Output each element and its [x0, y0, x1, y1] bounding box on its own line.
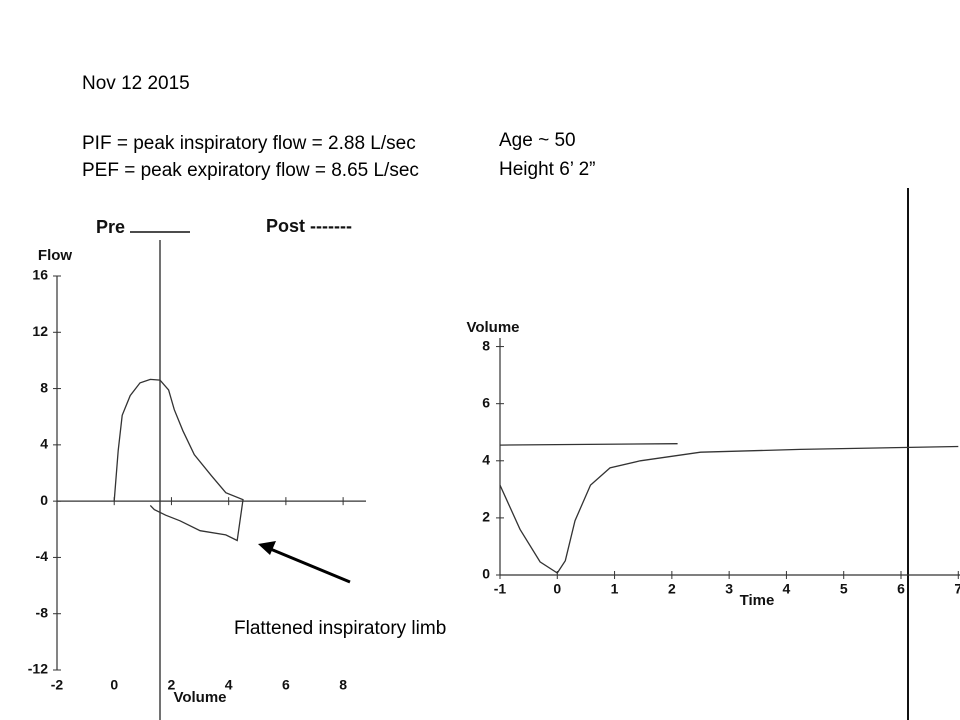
y-tick-label: 8	[40, 379, 48, 395]
x-tick-label: 6	[282, 677, 290, 693]
arrow	[267, 546, 351, 584]
y-tick-label: 0	[482, 566, 490, 582]
x-tick-label: -1	[494, 581, 507, 597]
y-tick-label: 8	[482, 337, 490, 353]
x-tick-label: 6	[897, 581, 905, 597]
y-tick-label: 0	[40, 492, 48, 508]
y-axis-label: Volume	[466, 319, 519, 336]
y-tick-label: -4	[36, 548, 49, 564]
data-line	[499, 443, 678, 446]
y-axis-label: Flow	[38, 247, 72, 264]
legend-note: Post -------	[266, 216, 352, 236]
x-axis-label: Volume	[173, 689, 226, 706]
info-line: PIF = peak inspiratory flow = 2.88 L/sec	[82, 133, 416, 154]
x-tick-label: -2	[51, 677, 64, 693]
info-line: PEF = peak expiratory flow = 8.65 L/sec	[82, 160, 419, 181]
y-tick-label: 16	[32, 267, 48, 283]
x-tick-label: 5	[840, 581, 848, 597]
patient-info: Height 6’ 2”	[499, 159, 595, 180]
x-axis-label: Time	[740, 592, 775, 609]
x-tick-label: 1	[611, 581, 619, 597]
data-line	[113, 378, 244, 542]
legend-label: Pre	[96, 217, 125, 237]
x-tick-label: 2	[668, 581, 676, 597]
patient-info: Age ~ 50	[499, 130, 576, 151]
arrow-head	[258, 541, 276, 555]
x-tick-label: 2	[168, 677, 176, 693]
x-tick-label: 7	[954, 581, 960, 597]
y-tick-label: -8	[36, 604, 49, 620]
x-tick-label: 0	[110, 677, 118, 693]
y-tick-label: 6	[482, 394, 490, 410]
data-line	[499, 445, 959, 574]
y-tick-label: 4	[482, 451, 490, 467]
x-tick-label: 4	[225, 677, 233, 693]
annotation: Flattened inspiratory limb	[234, 618, 446, 639]
y-tick-label: 4	[40, 436, 48, 452]
y-tick-label: 2	[482, 509, 490, 525]
date: Nov 12 2015	[82, 73, 190, 94]
x-tick-label: 0	[553, 581, 561, 597]
x-tick-label: 4	[783, 581, 791, 597]
x-tick-label: 8	[339, 677, 347, 693]
y-tick-label: -12	[28, 661, 48, 677]
x-tick-label: 3	[725, 581, 733, 597]
y-tick-label: 12	[32, 323, 48, 339]
